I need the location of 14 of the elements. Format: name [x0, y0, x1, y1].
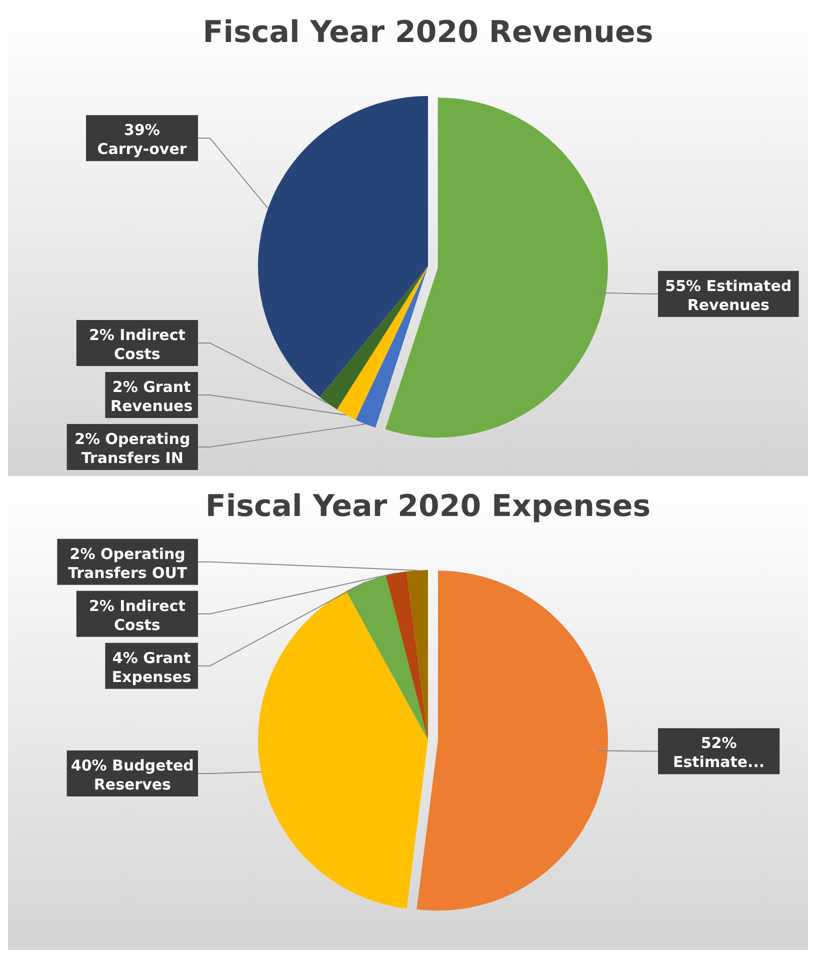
slice-label: 2% Grant Revenues: [110, 378, 193, 415]
slice-label: 40% Budgeted Reserves: [70, 756, 194, 794]
slice-label: 4% Grant Expenses: [112, 648, 192, 686]
slice-label: 2% Indirect Costs: [88, 596, 186, 634]
chart-title: Fiscal Year 2020 Expenses: [205, 489, 651, 524]
data-label: 52%: [700, 734, 737, 752]
chart-title: Fiscal Year 2020 Revenues: [202, 15, 654, 50]
slice-label: Estimate...: [672, 753, 765, 772]
slice-label: Carry-over: [97, 140, 188, 158]
slice-label: 2% Operating Transfers OUT: [68, 544, 188, 582]
slice-label: 2% Operating Transfers IN: [74, 430, 190, 467]
slice-label: 2% Indirect Costs: [88, 326, 186, 363]
data-label: 39%: [124, 121, 160, 140]
slice-label: 55% Estimated Revenues: [665, 276, 792, 314]
